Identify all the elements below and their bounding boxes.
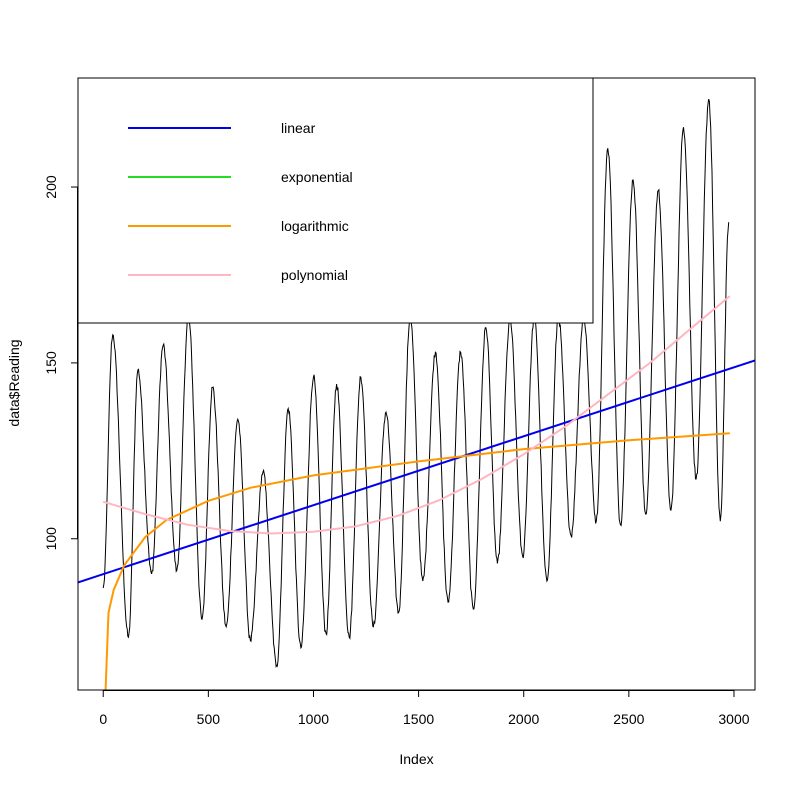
y-tick-label: 100 xyxy=(43,527,59,551)
x-tick-label: 2500 xyxy=(613,711,644,727)
y-tick-label: 150 xyxy=(43,351,59,375)
legend: linear exponential logarithmic polynomial xyxy=(77,77,594,324)
legend-label-linear: linear xyxy=(281,120,316,136)
y-tick-label: 200 xyxy=(43,175,59,199)
legend-label-logarithmic: logarithmic xyxy=(281,218,349,234)
x-tick-label: 2000 xyxy=(508,711,539,727)
x-tick-label: 3000 xyxy=(718,711,749,727)
legend-box xyxy=(77,77,594,324)
data-layer xyxy=(78,98,755,690)
legend-label-polynomial: polynomial xyxy=(281,267,348,283)
series-line-reading xyxy=(102,98,730,669)
x-tick-label: 500 xyxy=(197,711,221,727)
y-axis-title: data$Reading xyxy=(6,339,22,426)
x-axis-title: Index xyxy=(399,751,433,767)
x-tick-label: 1500 xyxy=(403,711,434,727)
x-tick-label: 1000 xyxy=(298,711,329,727)
fit-line-logarithmic xyxy=(104,432,730,690)
axes: 0 500 1000 1500 2000 2500 3000 100 150 200 xyxy=(43,175,750,727)
x-tick-label: 0 xyxy=(99,711,107,727)
legend-label-exponential: exponential xyxy=(281,169,353,185)
fit-line-linear xyxy=(78,359,755,584)
fit-line-polynomial xyxy=(102,295,731,535)
